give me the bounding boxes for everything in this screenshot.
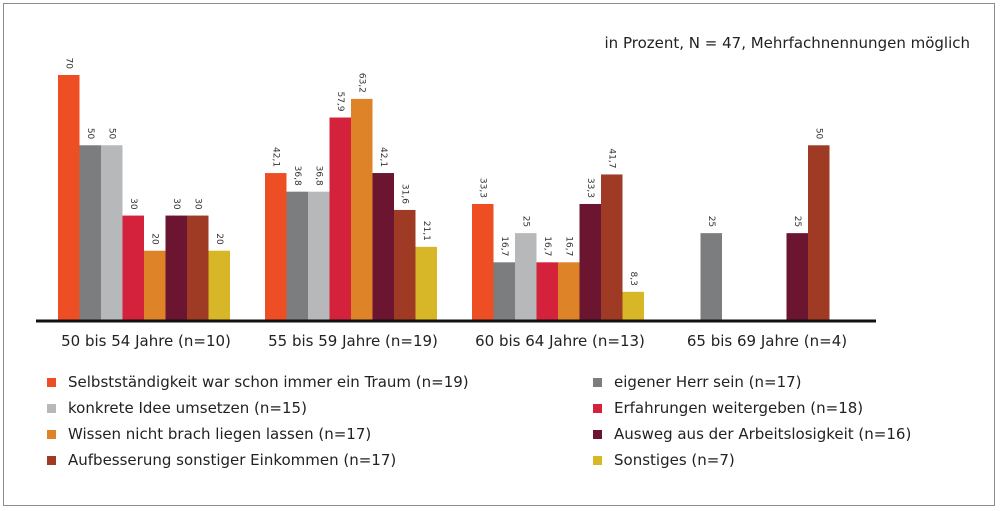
- bar-3-1: [700, 233, 722, 321]
- bar-1-0: [265, 173, 287, 321]
- data-label-1-5: 42,1: [378, 147, 388, 167]
- bar-1-5: [372, 173, 394, 321]
- bar-2-6: [601, 174, 623, 321]
- bar-0-3: [122, 215, 144, 321]
- bar-0-0: [58, 75, 80, 321]
- bar-0-6: [187, 215, 209, 321]
- data-label-3-1: 25: [706, 216, 716, 227]
- bar-1-3: [329, 117, 351, 321]
- bar-1-2: [308, 191, 330, 321]
- bar-0-2: [101, 145, 123, 321]
- data-label-0-2: 50: [106, 128, 116, 140]
- data-label-0-4: 20: [149, 233, 159, 245]
- bar-2-0: [472, 203, 494, 321]
- chart-note: in Prozent, N = 47, Mehrfachnennungen mö…: [604, 34, 970, 52]
- bar-0-4: [144, 250, 166, 321]
- data-label-0-3: 30: [128, 198, 138, 210]
- data-label-1-0: 42,1: [270, 147, 280, 167]
- data-label-0-5: 30: [171, 198, 181, 210]
- category-label-2: 60 bis 64 Jahre (n=13): [475, 332, 645, 350]
- data-label-2-4: 16,7: [563, 236, 573, 256]
- bar-2-7: [622, 291, 644, 321]
- data-label-2-2: 25: [520, 216, 530, 227]
- data-label-0-6: 30: [192, 198, 202, 210]
- data-label-2-6: 41,7: [606, 148, 616, 168]
- data-label-1-7: 21,1: [421, 221, 431, 241]
- bar-2-5: [579, 203, 601, 321]
- data-label-3-5: 25: [792, 216, 802, 227]
- data-label-1-6: 31,6: [399, 184, 409, 204]
- bar-1-4: [351, 98, 373, 321]
- bar-3-6: [808, 145, 830, 321]
- bar-0-1: [79, 145, 101, 321]
- data-label-3-6: 50: [813, 128, 823, 140]
- bar-3-5: [786, 233, 808, 321]
- data-label-2-0: 33,3: [477, 178, 487, 198]
- bar-2-2: [515, 233, 537, 321]
- data-label-1-4: 63,2: [356, 73, 366, 93]
- bar-1-1: [286, 191, 308, 321]
- bar-2-1: [493, 262, 515, 321]
- category-label-3: 65 bis 69 Jahre (n=4): [687, 332, 847, 350]
- data-label-0-1: 50: [85, 128, 95, 140]
- data-label-2-7: 8,3: [628, 272, 638, 286]
- category-label-0: 50 bis 54 Jahre (n=10): [61, 332, 231, 350]
- data-label-2-3: 16,7: [542, 236, 552, 256]
- bar-0-7: [208, 250, 230, 321]
- data-label-0-7: 20: [214, 233, 224, 245]
- data-label-2-1: 16,7: [499, 236, 509, 256]
- bar-0-5: [165, 215, 187, 321]
- bar-1-7: [415, 246, 437, 321]
- data-label-0-0: 70: [63, 58, 73, 70]
- bar-2-3: [536, 262, 558, 321]
- bar-2-4: [558, 262, 580, 321]
- data-label-1-1: 36,8: [292, 166, 302, 186]
- data-label-1-2: 36,8: [313, 166, 323, 186]
- bar-1-6: [394, 209, 416, 321]
- category-label-1: 55 bis 59 Jahre (n=19): [268, 332, 438, 350]
- data-label-2-5: 33,3: [585, 178, 595, 198]
- data-label-1-3: 57,9: [335, 91, 345, 111]
